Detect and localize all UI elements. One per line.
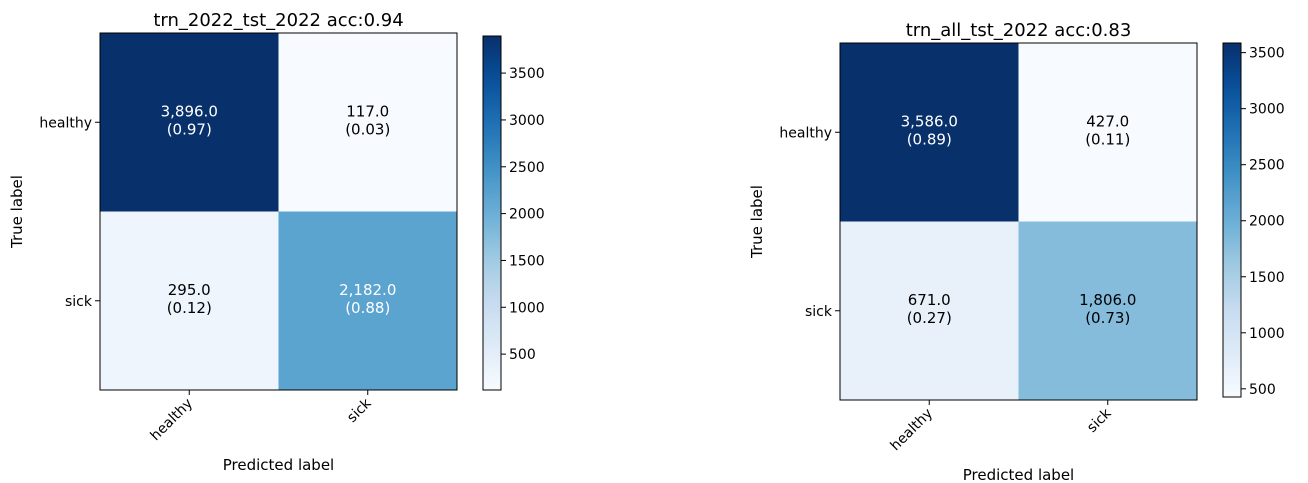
heatmap-cell: [100, 211, 279, 390]
chart-title: trn_2022_tst_2022 acc:0.94: [153, 10, 403, 31]
colorbar-tick-label: 1000: [1249, 326, 1285, 342]
colorbar-tick-label: 2000: [509, 207, 545, 223]
cell-fraction-label: (0.97): [167, 120, 212, 138]
x-axis-label: Predicted label: [223, 456, 334, 474]
y-axis-label: True label: [748, 185, 766, 259]
y-tick-label: sick: [65, 294, 93, 310]
y-axis-label: True label: [8, 175, 26, 249]
confusion-matrix-1: trn_2022_tst_2022 acc:0.94 3,896.0(0.97) 1…: [8, 10, 545, 474]
colorbar-tick-label: 2500: [509, 160, 545, 176]
colorbar: [1222, 42, 1242, 398]
colorbar-tick-label: 500: [509, 347, 536, 363]
colorbar-tick-label: 1500: [1249, 270, 1285, 286]
colorbar-tick-label: 1000: [509, 300, 545, 316]
cell-value-label: 1,806.0: [1079, 291, 1136, 309]
plot-frame: [839, 42, 1198, 401]
colorbar-tick-label: 2000: [1249, 214, 1285, 230]
colorbar-tick-label: 3000: [509, 113, 545, 129]
heatmap-cell: [278, 211, 457, 390]
y-tick-label: healthy: [39, 115, 92, 131]
cell-value-label: 2,182.0: [339, 281, 396, 299]
colorbar: [482, 35, 502, 391]
heatmap-cell: [1018, 43, 1197, 222]
cell-value-label: 3,896.0: [161, 102, 218, 120]
colorbar-tick-label: 3500: [509, 66, 545, 82]
plot-frame: [99, 32, 458, 391]
heatmap-cell: [278, 33, 457, 212]
heatmap-cell: [840, 221, 1019, 400]
cell-value-label: 427.0: [1086, 112, 1129, 130]
cell-fraction-label: (0.11): [1085, 130, 1130, 148]
cell-fraction-label: (0.12): [167, 299, 212, 317]
x-axis-label: Predicted label: [963, 466, 1074, 483]
x-tick-label: healthy: [888, 406, 937, 455]
x-tick-label: sick: [1084, 405, 1115, 436]
colorbar-tick-label: 1500: [509, 253, 545, 269]
cell-value-label: 295.0: [168, 281, 211, 299]
colorbar-tick-label: 3000: [1249, 102, 1285, 118]
y-tick-label: healthy: [779, 125, 832, 141]
colorbar-tick-label: 2500: [1249, 158, 1285, 174]
confusion-matrix-2: trn_all_tst_2022 acc:0.83 3,586.0(0.89) 42…: [748, 20, 1285, 483]
colorbar-tick-label: 500: [1249, 382, 1276, 398]
y-tick-label: sick: [805, 304, 833, 320]
cell-value-label: 117.0: [346, 102, 389, 120]
cell-fraction-label: (0.27): [907, 309, 952, 327]
cell-value-label: 671.0: [908, 291, 951, 309]
x-tick-label: sick: [344, 395, 375, 426]
cell-fraction-label: (0.88): [345, 299, 390, 317]
cell-fraction-label: (0.89): [907, 130, 952, 148]
heatmap-cell: [1018, 221, 1197, 400]
heatmap-cell: [840, 43, 1019, 222]
cell-fraction-label: (0.73): [1085, 309, 1130, 327]
heatmap-cell: [100, 33, 279, 212]
chart-title: trn_all_tst_2022 acc:0.83: [906, 20, 1132, 41]
cell-fraction-label: (0.03): [345, 120, 390, 138]
x-tick-label: healthy: [148, 396, 197, 445]
cell-value-label: 3,586.0: [901, 112, 958, 130]
colorbar-tick-label: 3500: [1249, 46, 1285, 62]
